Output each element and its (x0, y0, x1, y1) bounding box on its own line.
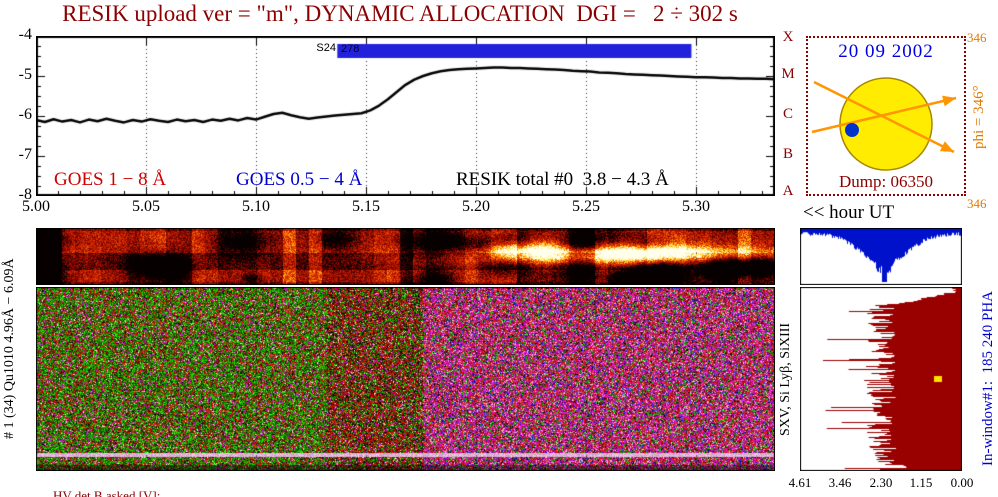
x-tick-label: 5.30 (682, 198, 710, 215)
axis-arrowhead-icon (939, 141, 954, 152)
in-window-pha-label: In-window#1: 185 240 PHA (980, 291, 996, 467)
observation-date: 20 09 2002 (838, 41, 934, 62)
hv-status-line: HV det B asked [V]: 14 19 set: 14 15 +− … (40, 472, 168, 497)
pha-tick-label: 0.00 (950, 475, 974, 490)
orbit-label-prefix: S24 (316, 42, 336, 54)
phi-top-value: 346 (967, 30, 987, 45)
spectrogram-left-label: # 1 (34) Qu1010 4.96Å − 6.09Å (2, 258, 17, 440)
goes-flux-plot-canvas (36, 36, 775, 196)
dump-number: Dump: 06350 (839, 172, 933, 191)
goes-class-letter: X (782, 29, 794, 45)
hour-axis-label: << hour UT (803, 202, 895, 223)
pha-tick-label: 4.61 (788, 475, 812, 490)
goes-class-letter: B (782, 146, 793, 162)
pha-tick-label: 3.46 (828, 475, 852, 490)
hv-asked-label: HV det B asked [V]: (53, 488, 161, 497)
y-tick-label: -6 (18, 106, 32, 123)
x-tick-label: 5.25 (572, 198, 600, 215)
y-tick-label: -7 (18, 146, 32, 163)
x-tick-label: 5.15 (352, 198, 380, 215)
phi-bottom-value: 346 (967, 196, 987, 211)
legend-goes-05-4: GOES 0.5 − 4 Å (236, 169, 363, 190)
goes-class-letter: M (781, 66, 795, 82)
y-tick-label: -8 (18, 186, 32, 203)
sun-disk (839, 77, 933, 171)
spectrogram-strip-canvas (36, 228, 775, 285)
spectral-lines-label: SXV, Si Lyβ, SiXIII (778, 322, 793, 436)
goes-class-letter: C (782, 106, 793, 122)
x-tick-label: 5.10 (242, 198, 270, 215)
rotation-axis-line (813, 80, 955, 154)
spectrogram-main-canvas (36, 287, 775, 471)
sun-diagram (811, 77, 957, 171)
pha-profile-canvas (800, 228, 962, 285)
phi-angle-label: phi = 346° (971, 85, 987, 149)
y-tick-label: -4 (18, 26, 32, 43)
y-tick-label: -5 (18, 66, 32, 83)
scan-arrowhead-icon (942, 95, 956, 107)
pha-spectrum-canvas (800, 287, 962, 471)
pha-tick-label: 2.30 (869, 475, 893, 490)
orbit-label-suffix: 278 (341, 43, 360, 55)
legend-goes-1-8: GOES 1 − 8 Å (54, 169, 167, 190)
page-title: RESIK upload ver = "m", DYNAMIC ALLOCATI… (62, 1, 738, 26)
active-region-dot (845, 123, 859, 137)
x-tick-label: 5.00 (22, 198, 50, 215)
sun-orientation-panel: 20 09 2002 Dump: 06350 (806, 36, 966, 196)
legend-resik-total: RESIK total #0 3.8 − 4.3 Å (456, 169, 669, 190)
scan-direction-line (811, 96, 957, 134)
pha-tick-label: 1.15 (909, 475, 933, 490)
x-tick-label: 5.05 (132, 198, 160, 215)
x-tick-label: 5.20 (462, 198, 490, 215)
goes-class-letter: A (782, 183, 794, 199)
